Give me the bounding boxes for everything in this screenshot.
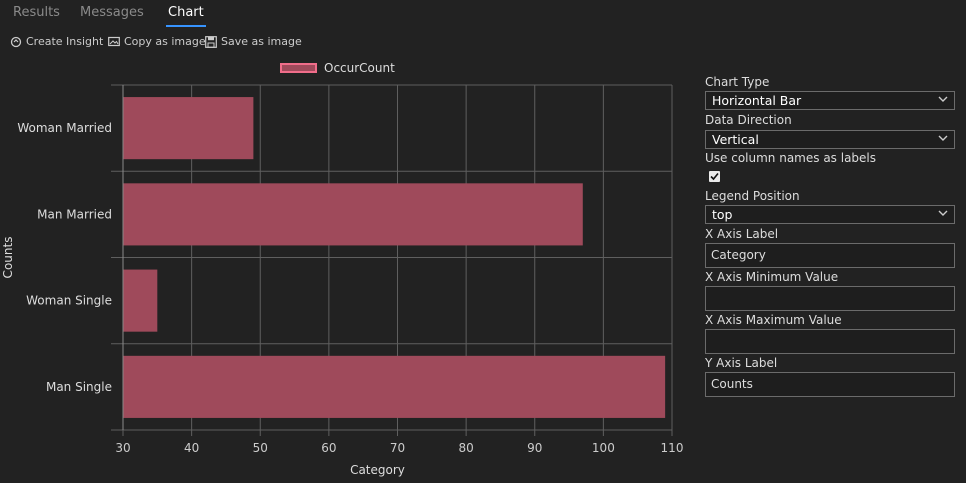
bar-man-single <box>123 355 666 418</box>
y-tick-label: Man Married <box>37 207 112 221</box>
y-tick-label: Man Single <box>46 380 112 394</box>
x-axis-max-label: X Axis Maximum Value <box>705 313 842 327</box>
x-tick-label: 30 <box>115 441 130 455</box>
x-tick-label: 110 <box>661 441 684 455</box>
checkmark-icon <box>710 172 719 181</box>
x-axis-title: Category <box>350 463 405 477</box>
x-tick-label: 100 <box>592 441 615 455</box>
y-axis-label-input[interactable]: Counts <box>705 372 955 397</box>
legend-label: OccurCount <box>324 61 395 75</box>
x-axis-label-input[interactable]: Category <box>705 243 955 268</box>
save-as-image-label: Save as image <box>221 35 302 48</box>
chevron-down-icon <box>938 210 948 216</box>
bar-chart: 30 40 50 60 70 80 90 100 110 Woman Married Man Mar… <box>1 84 684 477</box>
x-tick-label: 70 <box>390 441 405 455</box>
image-copy-icon <box>108 36 120 47</box>
bar-woman-single <box>123 269 158 332</box>
x-tick-label: 80 <box>458 441 473 455</box>
y-axis-label-label: Y Axis Label <box>705 356 778 370</box>
bar-woman-married <box>123 97 254 160</box>
x-tick-label: 60 <box>321 441 336 455</box>
save-image-icon <box>205 35 217 48</box>
create-insight-button[interactable]: Create Insight <box>10 35 103 48</box>
data-direction-label: Data Direction <box>705 113 792 127</box>
y-axis-title: Counts <box>1 237 15 279</box>
save-as-image-button[interactable]: Save as image <box>205 35 302 48</box>
copy-as-image-label: Copy as image <box>124 35 206 48</box>
create-insight-label: Create Insight <box>26 35 104 48</box>
legend-position-value: top <box>712 207 733 222</box>
x-tick-label: 50 <box>253 441 268 455</box>
legend-position-select[interactable]: top <box>705 205 955 224</box>
copy-as-image-button[interactable]: Copy as image <box>108 35 206 48</box>
use-column-names-checkbox[interactable] <box>709 171 720 182</box>
chart-type-value: Horizontal Bar <box>712 93 802 108</box>
use-column-names-label: Use column names as labels <box>705 151 877 165</box>
chart-legend[interactable]: OccurCount <box>280 60 395 76</box>
chart-type-select[interactable]: Horizontal Bar <box>705 91 955 110</box>
tab-results[interactable]: Results <box>13 5 60 20</box>
x-axis-min-input[interactable] <box>705 286 955 311</box>
x-axis-label-label: X Axis Label <box>705 227 779 241</box>
y-tick-label: Woman Single <box>26 294 112 308</box>
tab-bar: Results Messages Chart <box>0 0 966 28</box>
x-axis-min-label: X Axis Minimum Value <box>705 270 839 284</box>
tab-messages[interactable]: Messages <box>80 5 144 20</box>
x-tick-label: 90 <box>527 441 542 455</box>
chevron-down-icon <box>938 96 948 102</box>
bar-man-married <box>123 183 583 246</box>
x-axis-max-input[interactable] <box>705 329 955 354</box>
x-tick-label: 40 <box>184 441 199 455</box>
legend-position-label: Legend Position <box>705 189 800 203</box>
insight-icon <box>10 36 22 47</box>
tab-chart[interactable]: Chart <box>166 4 206 27</box>
chevron-down-icon <box>938 135 948 141</box>
data-direction-value: Vertical <box>712 132 759 147</box>
legend-swatch <box>280 63 317 73</box>
data-direction-select[interactable]: Vertical <box>705 130 955 149</box>
y-tick-label: Woman Married <box>17 121 112 135</box>
chart-type-label: Chart Type <box>705 75 770 89</box>
